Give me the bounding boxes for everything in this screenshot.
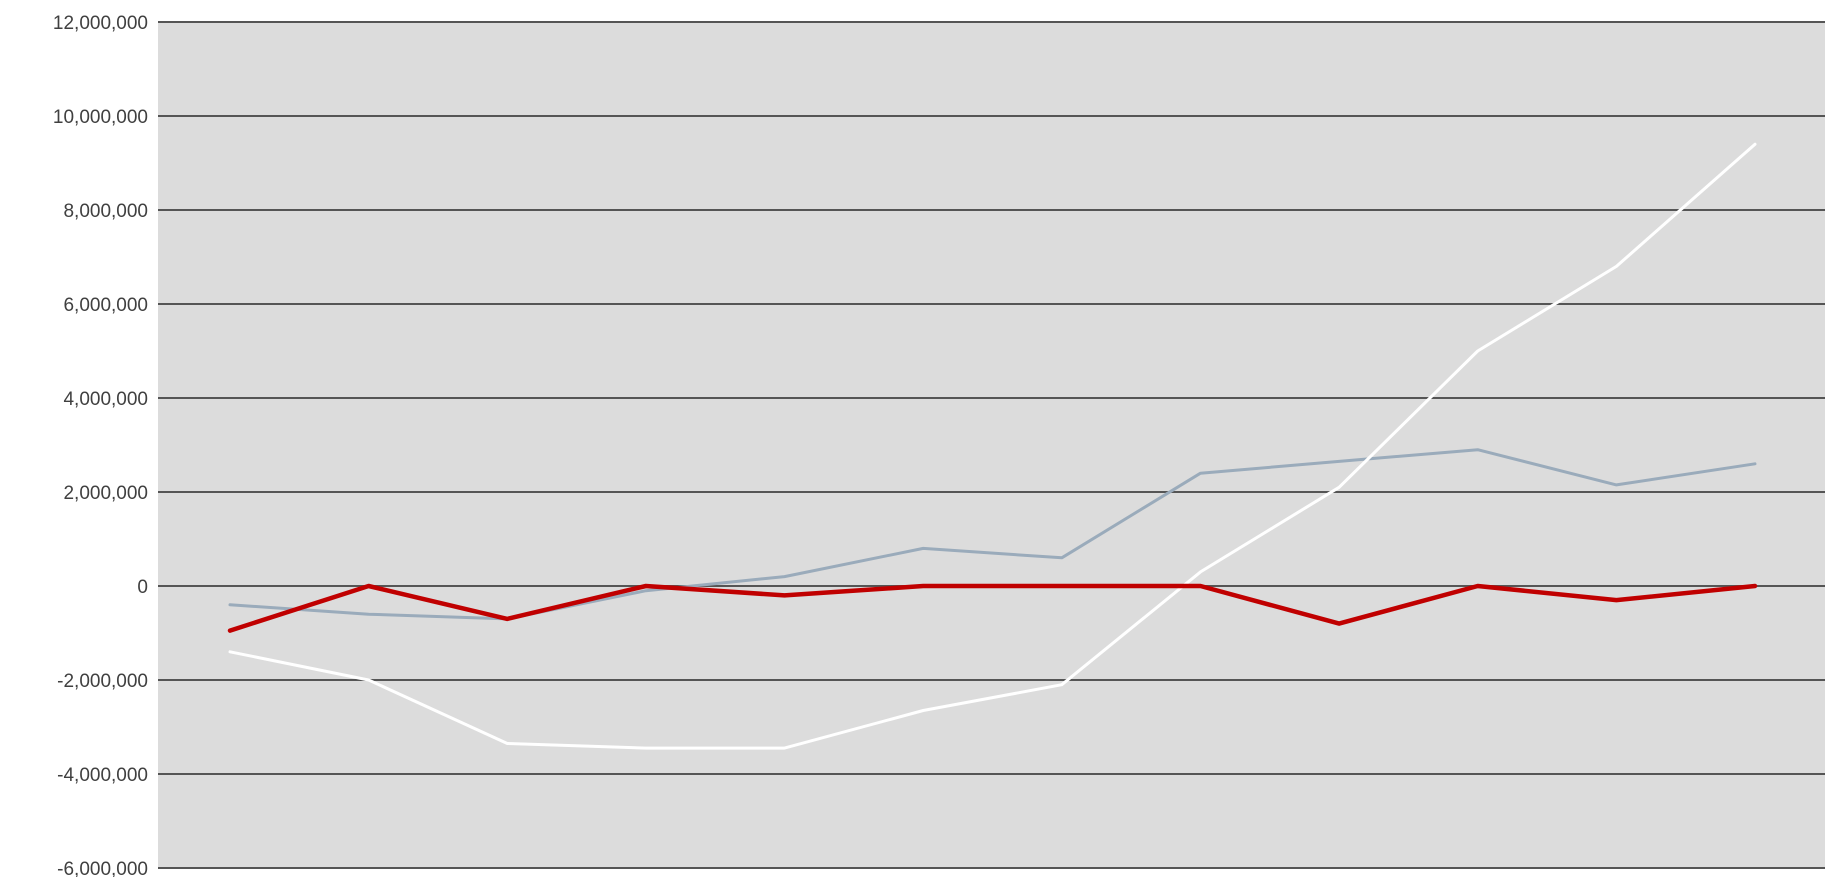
y-tick-label: -6,000,000 [57,859,148,877]
y-tick-label: -4,000,000 [57,765,148,786]
y-tick-label: 8,000,000 [63,201,148,222]
y-tick-label: 0 [137,577,148,598]
y-tick-label: 10,000,000 [53,107,148,128]
series-line-3 [227,583,1758,633]
y-tick-label: 6,000,000 [63,295,148,316]
series-line-1 [228,448,1757,621]
y-tick-label: -2,000,000 [57,671,148,692]
y-axis-tick-labels: -6,000,000 -4,000,000 -2,000,000 0 2,000,000… [53,13,148,877]
y-tick-label: 2,000,000 [63,483,148,504]
y-tick-label: 4,000,000 [63,389,148,410]
series-line-2 [228,142,1757,750]
y-tick-label: 12,000,000 [53,13,148,34]
series-lines [227,142,1758,750]
plot-area [158,22,1825,868]
gridlines [158,21,1825,869]
